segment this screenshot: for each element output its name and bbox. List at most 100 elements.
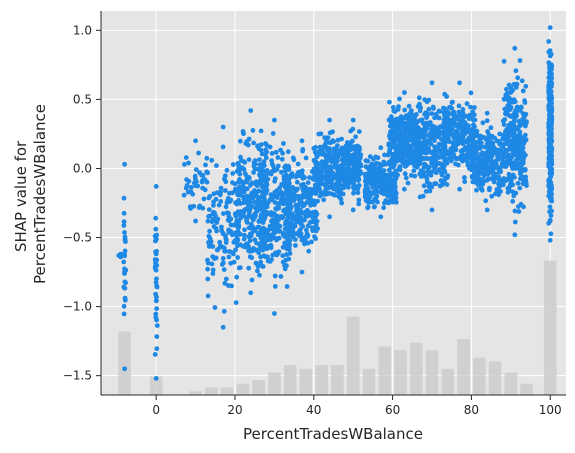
data-point-150 (223, 240, 229, 246)
data-point-2113 (418, 105, 423, 111)
data-point-1645 (364, 172, 370, 178)
data-point-332 (242, 232, 247, 238)
data-point-822 (307, 175, 312, 180)
y-ticks: −1.5 −1.0 −0.5 0.0 0.5 1.0 (63, 23, 101, 383)
data-point-1368 (356, 176, 362, 182)
data-point-607 (262, 215, 268, 221)
data-point-2381 (441, 167, 447, 173)
data-point-1858 (400, 133, 405, 139)
histogram-bar-18 (441, 368, 455, 395)
data-point-131 (216, 202, 222, 208)
data-point-929 (295, 186, 300, 192)
data-point-1817 (390, 105, 396, 110)
y-axis-label-line-1: SHAP value for (12, 140, 30, 252)
data-point-2707 (484, 110, 490, 116)
data-point-2388 (442, 157, 447, 163)
data-point-1566 (363, 158, 369, 164)
data-point-64 (153, 215, 159, 221)
data-point-2151 (440, 182, 445, 187)
data-point-24 (121, 223, 127, 228)
data-point-241 (206, 195, 212, 201)
data-point-2866 (501, 150, 506, 156)
y-tick-label-0: −1.5 (63, 369, 92, 383)
data-point-1890 (408, 127, 414, 132)
data-point-2441 (456, 116, 461, 122)
data-point-2674 (472, 144, 477, 150)
data-point-3269 (548, 138, 554, 144)
data-point-1919 (401, 144, 406, 150)
data-point-2965 (516, 133, 522, 139)
data-point-1699 (406, 103, 412, 109)
data-point-3247 (546, 183, 552, 189)
data-point-2248 (472, 105, 477, 110)
data-point-1385 (345, 140, 350, 145)
data-point-2922 (521, 179, 526, 185)
data-point-234 (228, 216, 234, 222)
data-point-701 (265, 176, 271, 182)
data-point-1396 (351, 176, 357, 182)
histogram-bar-17 (425, 350, 439, 395)
data-point-2019 (433, 170, 439, 176)
data-point-2558 (488, 125, 494, 131)
data-point-224 (206, 214, 212, 219)
data-point-3240 (547, 209, 552, 215)
data-point-496 (237, 231, 243, 237)
data-point-2604 (469, 158, 475, 164)
data-point-2951 (502, 164, 507, 169)
data-point-2417 (445, 118, 450, 124)
data-point-985 (305, 213, 310, 219)
data-point-205 (218, 185, 224, 191)
data-point-931 (307, 195, 313, 200)
data-point-1783 (391, 164, 396, 169)
data-point-1684 (395, 172, 400, 178)
data-point-1225 (337, 191, 343, 197)
data-point-140 (231, 259, 237, 265)
data-point-2630 (496, 169, 502, 175)
data-point-187 (205, 260, 211, 266)
data-point-1936 (397, 121, 402, 127)
data-point-2403 (451, 113, 457, 119)
data-point-438 (241, 209, 247, 215)
data-point-1941 (402, 90, 407, 95)
data-point-77 (188, 185, 194, 190)
data-point-134 (207, 228, 213, 234)
data-point-52 (154, 334, 160, 339)
data-point-695 (256, 219, 262, 224)
data-point-728 (264, 246, 270, 252)
data-point-160 (211, 191, 217, 197)
data-point-1235 (327, 130, 333, 136)
data-point-206 (226, 254, 232, 260)
data-point-2096 (417, 194, 423, 200)
data-point-456 (247, 207, 253, 212)
data-point-494 (239, 179, 245, 185)
data-point-2938 (512, 99, 518, 105)
data-point-737 (267, 223, 273, 229)
data-point-499 (248, 108, 254, 113)
histogram-bar-19 (457, 339, 470, 395)
data-point-1221 (328, 164, 333, 170)
data-point-243 (234, 239, 240, 245)
data-point-736 (285, 149, 291, 155)
data-point-2700 (469, 152, 475, 158)
data-point-2141 (427, 188, 433, 194)
data-point-1918 (412, 113, 418, 118)
y-tick-label-2: −0.5 (63, 231, 92, 245)
data-point-106 (200, 205, 206, 211)
data-point-253 (220, 230, 226, 236)
data-point-384 (252, 237, 258, 243)
data-point-6 (121, 219, 127, 225)
data-point-1647 (367, 199, 373, 205)
data-point-2856 (510, 198, 516, 204)
data-point-1555 (367, 154, 373, 160)
data-point-744 (261, 176, 266, 182)
data-point-213 (226, 210, 231, 216)
data-point-2661 (497, 131, 503, 137)
histogram-bar-22 (504, 372, 518, 395)
data-point-653 (257, 168, 263, 173)
histogram-bar-15 (394, 350, 407, 395)
data-point-1910 (403, 128, 409, 134)
data-point-2419 (446, 136, 451, 142)
data-point-43 (153, 311, 159, 317)
data-point-899 (311, 198, 317, 204)
